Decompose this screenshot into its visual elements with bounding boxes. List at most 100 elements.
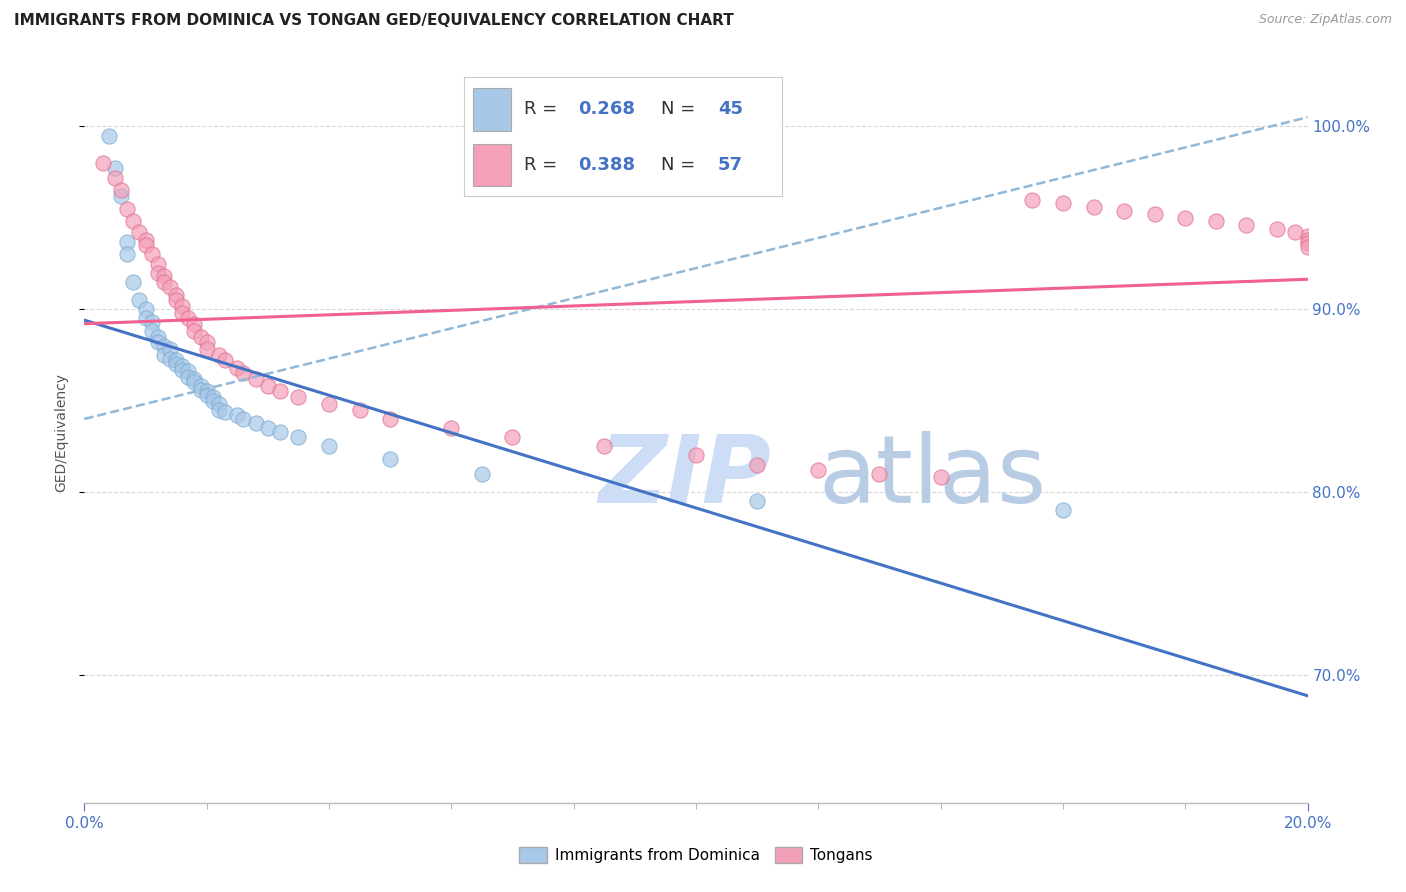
Point	[1143, 207, 1166, 221]
Point	[183, 376, 205, 390]
Point	[153, 275, 176, 289]
Text: ZIP: ZIP	[598, 431, 770, 523]
Text: atlas: atlas	[818, 431, 1046, 523]
Text: IMMIGRANTS FROM DOMINICA VS TONGAN GED/EQUIVALENCY CORRELATION CHART: IMMIGRANTS FROM DOMINICA VS TONGAN GED/E…	[14, 13, 734, 29]
Point	[502, 430, 524, 444]
Point	[1284, 226, 1306, 240]
Point	[747, 458, 769, 472]
Point	[214, 353, 236, 368]
Point	[287, 390, 309, 404]
Point	[122, 214, 145, 228]
Point	[208, 402, 231, 417]
Point	[190, 329, 212, 343]
Point	[807, 463, 830, 477]
Point	[195, 384, 218, 399]
Point	[1083, 200, 1105, 214]
Point	[110, 189, 132, 203]
Point	[1296, 233, 1319, 247]
Point	[201, 390, 224, 404]
Point	[869, 467, 891, 481]
Point	[128, 226, 150, 240]
Point	[245, 372, 267, 386]
Point	[141, 324, 163, 338]
Point	[172, 299, 194, 313]
Point	[195, 335, 218, 350]
Point	[1174, 211, 1197, 225]
Point	[1296, 236, 1319, 251]
Point	[153, 269, 176, 284]
Point	[115, 235, 138, 249]
Point	[226, 360, 249, 375]
Point	[159, 343, 181, 357]
Point	[177, 311, 200, 326]
Point	[593, 439, 616, 453]
Point	[115, 247, 138, 261]
Point	[245, 416, 267, 430]
Point	[318, 397, 340, 411]
Point	[141, 247, 163, 261]
Point	[269, 425, 291, 439]
Point	[201, 393, 224, 408]
Point	[257, 379, 280, 393]
Point	[135, 311, 157, 326]
Point	[172, 362, 194, 376]
Y-axis label: GED/Equivalency: GED/Equivalency	[55, 373, 69, 492]
Point	[135, 302, 157, 317]
Point	[349, 402, 371, 417]
Point	[685, 449, 707, 463]
Point	[232, 366, 254, 380]
Point	[208, 348, 231, 362]
Point	[110, 183, 132, 197]
Point	[122, 275, 145, 289]
Point	[146, 329, 169, 343]
Point	[232, 412, 254, 426]
Point	[440, 421, 463, 435]
Point	[1021, 193, 1043, 207]
Point	[190, 379, 212, 393]
Point	[159, 280, 181, 294]
Point	[177, 369, 200, 384]
Point	[153, 348, 176, 362]
Point	[97, 128, 120, 143]
Point	[195, 388, 218, 402]
Point	[153, 339, 176, 353]
Point	[1265, 221, 1288, 235]
Point	[318, 439, 340, 453]
Point	[135, 238, 157, 252]
Point	[104, 170, 127, 185]
Point	[1205, 214, 1227, 228]
Point	[128, 293, 150, 307]
Point	[929, 470, 952, 484]
Point	[172, 359, 194, 373]
Point	[1236, 218, 1258, 232]
Point	[135, 233, 157, 247]
Point	[146, 256, 169, 270]
Point	[183, 317, 205, 331]
Point	[1052, 196, 1074, 211]
Point	[1052, 503, 1074, 517]
Text: Source: ZipAtlas.com: Source: ZipAtlas.com	[1258, 13, 1392, 27]
Point	[380, 412, 402, 426]
Point	[287, 430, 309, 444]
Point	[380, 452, 402, 467]
Point	[159, 351, 181, 366]
Point	[190, 383, 212, 397]
Point	[1296, 229, 1319, 244]
Point	[208, 397, 231, 411]
Point	[269, 384, 291, 399]
Point	[172, 306, 194, 320]
Point	[183, 324, 205, 338]
Point	[471, 467, 494, 481]
Point	[141, 315, 163, 329]
Point	[104, 161, 127, 176]
Point	[165, 293, 187, 307]
Point	[183, 372, 205, 386]
Point	[91, 156, 114, 170]
Point	[177, 364, 200, 378]
Point	[115, 202, 138, 216]
Point	[146, 266, 169, 280]
Point	[1114, 203, 1136, 218]
Legend: Immigrants from Dominica, Tongans: Immigrants from Dominica, Tongans	[513, 841, 879, 869]
Point	[747, 494, 769, 508]
Point	[165, 287, 187, 301]
